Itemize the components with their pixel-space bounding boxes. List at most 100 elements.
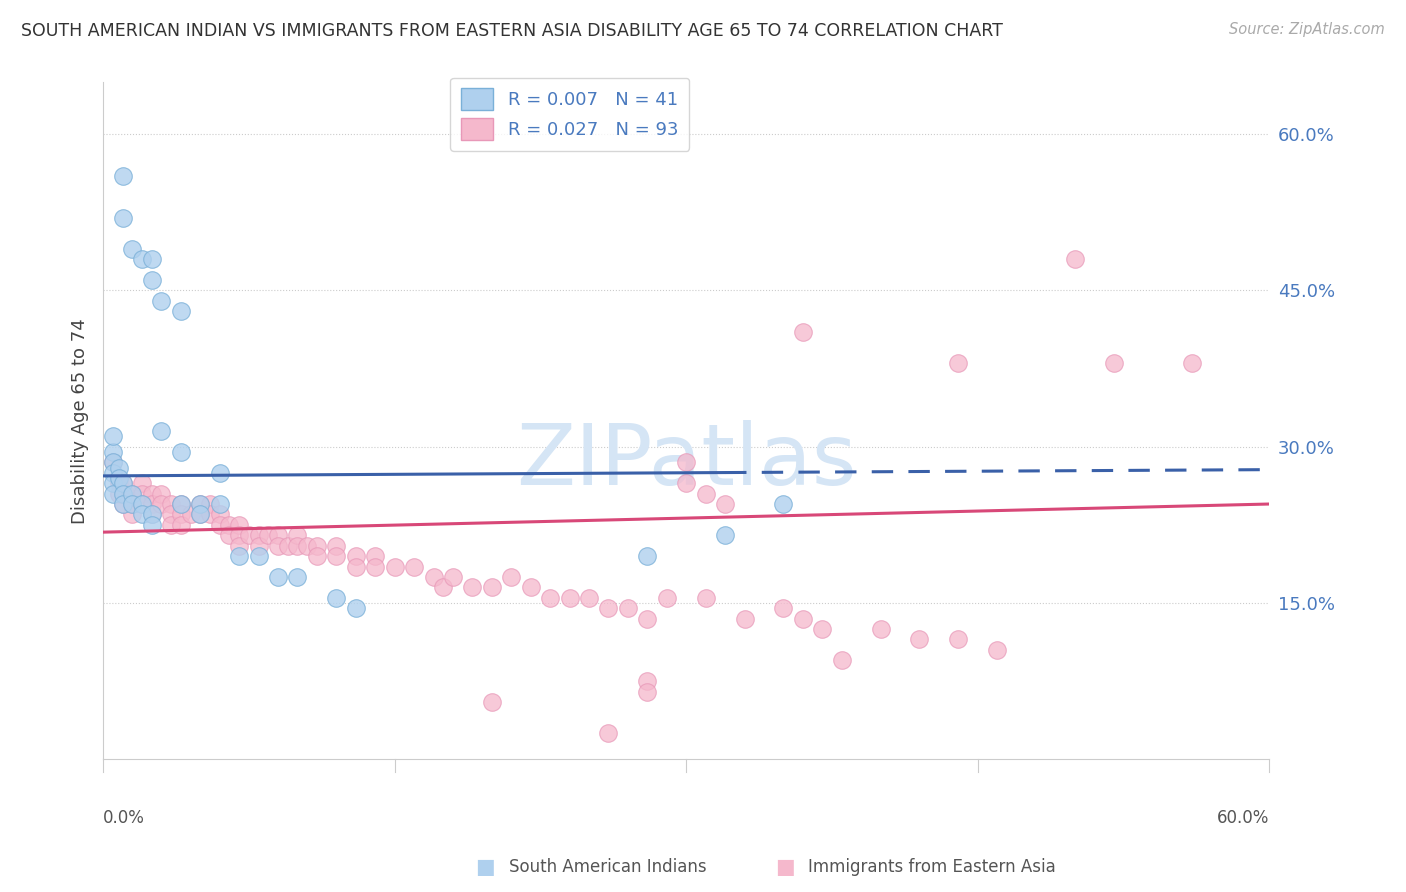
Point (811, 622, 834, 636)
Point (792, 611, 814, 625)
Point (238, 528, 260, 542)
Point (131, 497, 153, 511)
Point (257, 528, 280, 542)
Point (131, 476, 153, 491)
Point (101, 455, 124, 469)
Point (598, 601, 620, 615)
Point (131, 486, 153, 500)
Point (111, 211, 134, 225)
Point (481, 580, 503, 594)
Text: South American Indians: South American Indians (509, 858, 707, 876)
Point (141, 497, 163, 511)
Point (170, 497, 193, 511)
Point (675, 476, 697, 491)
Point (869, 622, 891, 636)
Point (101, 476, 124, 491)
Text: ■: ■ (475, 857, 495, 877)
Point (121, 242, 143, 256)
Point (287, 528, 309, 542)
Point (160, 497, 183, 511)
Point (111, 476, 134, 491)
Point (107, 486, 129, 500)
Text: 60.0%: 60.0% (1218, 809, 1270, 827)
Point (441, 570, 464, 584)
Point (141, 508, 163, 522)
Point (558, 591, 581, 605)
Point (228, 539, 250, 553)
Point (481, 695, 503, 709)
Point (101, 466, 124, 480)
Point (170, 304, 193, 318)
Point (1180, 356, 1202, 370)
Point (208, 497, 231, 511)
Point (675, 455, 697, 469)
Point (404, 559, 426, 574)
Point (287, 539, 309, 553)
Point (344, 549, 367, 563)
Point (141, 252, 163, 267)
Point (188, 508, 211, 522)
Point (115, 486, 138, 500)
Point (170, 517, 193, 532)
Point (655, 591, 678, 605)
Point (131, 252, 153, 267)
Point (519, 580, 541, 594)
Point (305, 549, 328, 563)
Point (695, 486, 717, 500)
Point (305, 539, 328, 553)
Point (461, 580, 484, 594)
Point (121, 508, 143, 522)
Point (180, 508, 202, 522)
Point (101, 455, 124, 469)
Point (384, 559, 406, 574)
Point (714, 497, 737, 511)
Point (636, 549, 658, 563)
Point (772, 601, 794, 615)
Point (636, 674, 658, 689)
Point (121, 486, 143, 500)
Point (121, 486, 143, 500)
Point (344, 601, 367, 615)
Point (344, 559, 367, 574)
Point (267, 570, 290, 584)
Point (636, 684, 658, 698)
Point (107, 476, 129, 491)
Point (218, 528, 240, 542)
Point (695, 591, 717, 605)
Point (111, 169, 134, 183)
Point (617, 601, 640, 615)
Point (831, 653, 853, 667)
Text: 0.0%: 0.0% (103, 809, 145, 827)
Point (538, 591, 561, 605)
Point (111, 497, 134, 511)
Point (247, 528, 270, 542)
Point (111, 486, 134, 500)
Text: Source: ZipAtlas.com: Source: ZipAtlas.com (1229, 22, 1385, 37)
Point (150, 486, 173, 500)
Point (111, 476, 134, 491)
Point (218, 517, 240, 532)
Point (170, 497, 193, 511)
Point (247, 549, 270, 563)
Point (208, 466, 231, 480)
Text: ZIPatlas: ZIPatlas (516, 420, 856, 503)
Point (734, 611, 756, 625)
Point (121, 497, 143, 511)
Point (714, 528, 737, 542)
Point (160, 517, 183, 532)
Point (121, 497, 143, 511)
Y-axis label: Disability Age 65 to 74: Disability Age 65 to 74 (72, 318, 89, 524)
Point (131, 497, 153, 511)
Point (208, 508, 231, 522)
Point (325, 539, 347, 553)
Point (267, 528, 290, 542)
Point (107, 471, 129, 485)
Point (141, 517, 163, 532)
Point (198, 497, 221, 511)
Legend: R = 0.007   N = 41, R = 0.027   N = 93: R = 0.007 N = 41, R = 0.027 N = 93 (450, 78, 689, 151)
Point (432, 580, 454, 594)
Point (150, 293, 173, 308)
Point (295, 539, 318, 553)
Point (247, 539, 270, 553)
Point (1064, 252, 1087, 267)
